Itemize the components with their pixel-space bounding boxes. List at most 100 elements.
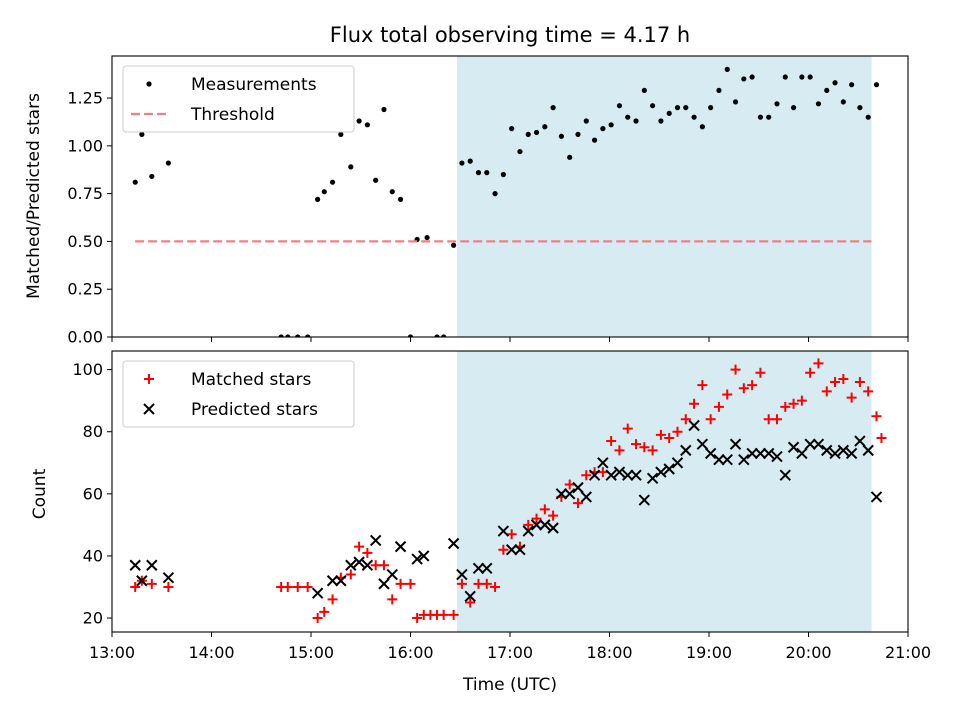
- data-point: [591, 137, 598, 143]
- data-point: [539, 519, 551, 531]
- data-point: [631, 439, 642, 450]
- data-point: [722, 389, 733, 400]
- data-point: [329, 179, 336, 185]
- data-point: [353, 556, 365, 568]
- data-point: [716, 87, 722, 94]
- x-tick-label: 20:00: [785, 643, 831, 662]
- data-point: [362, 547, 373, 558]
- data-point: [796, 395, 807, 406]
- data-point: [407, 334, 414, 337]
- data-point: [542, 124, 548, 130]
- plot-area: [132, 66, 880, 337]
- data-point: [278, 334, 284, 337]
- y-tick-label: 0.75: [67, 184, 103, 203]
- data-point: [572, 481, 584, 494]
- data-point: [397, 196, 404, 202]
- y-tick-label: 1.00: [67, 136, 103, 155]
- data-point: [514, 544, 526, 556]
- data-point: [378, 560, 389, 571]
- data-point: [456, 578, 467, 589]
- data-point: [821, 386, 832, 397]
- data-point: [838, 373, 849, 384]
- data-point: [451, 242, 457, 248]
- data-point: [865, 114, 871, 120]
- observing-window-shading: [456, 56, 872, 337]
- data-point: [804, 438, 816, 450]
- flux-ratio-panel: 0.00 0.25 0.50 0.75 1.00 1.25 Measurements Thre…: [67, 55, 909, 347]
- data-point: [539, 504, 550, 515]
- data-point: [732, 99, 739, 105]
- data-point: [472, 562, 485, 575]
- data-point: [614, 445, 625, 456]
- data-point: [646, 472, 659, 485]
- data-point: [282, 581, 293, 592]
- data-point: [691, 114, 697, 120]
- data-point: [729, 438, 742, 450]
- data-point: [713, 401, 724, 412]
- data-point: [163, 581, 174, 592]
- data-point: [146, 578, 157, 589]
- data-point: [705, 414, 716, 425]
- data-point: [830, 377, 841, 388]
- data-point: [597, 457, 609, 469]
- data-point: [832, 80, 838, 86]
- data-point: [492, 191, 498, 197]
- data-point: [364, 122, 370, 128]
- legend-swatch: [144, 374, 154, 384]
- legend-label: Predicted stars: [191, 400, 318, 420]
- legend-label: Matched stars: [191, 370, 311, 390]
- data-point: [796, 447, 808, 460]
- data-point: [321, 189, 327, 195]
- data-point: [548, 510, 559, 521]
- data-point: [845, 447, 858, 460]
- data-point: [394, 540, 407, 553]
- x-tick-label: 15:00: [288, 643, 334, 662]
- data-point: [762, 447, 775, 460]
- data-point: [523, 519, 534, 530]
- data-point: [533, 129, 540, 136]
- legend: Measurements Threshold: [122, 65, 355, 133]
- legend-swatch: [143, 403, 155, 415]
- data-point: [481, 562, 493, 575]
- data-point: [747, 380, 758, 391]
- data-point: [655, 429, 666, 440]
- x-tick-label: 19:00: [686, 643, 732, 662]
- x-tick-label: 13:00: [89, 643, 135, 662]
- data-point: [625, 114, 631, 120]
- data-point: [771, 414, 782, 425]
- data-point: [517, 148, 523, 155]
- x-tick-label: 17:00: [487, 643, 533, 662]
- data-point: [441, 334, 447, 337]
- data-point: [315, 196, 321, 202]
- data-point: [766, 114, 772, 120]
- data-point: [302, 581, 313, 592]
- data-point: [837, 444, 850, 457]
- data-point: [575, 131, 581, 137]
- data-point: [683, 105, 689, 111]
- data-point: [805, 367, 816, 378]
- data-point: [305, 334, 311, 337]
- data-point: [606, 436, 617, 447]
- data-point: [327, 594, 338, 605]
- data-point: [356, 118, 362, 124]
- data-point: [438, 609, 449, 620]
- data-point: [857, 105, 863, 111]
- data-point: [597, 467, 608, 478]
- data-point: [696, 438, 709, 450]
- y-tick-label: 1.25: [67, 89, 103, 108]
- data-point: [641, 87, 647, 94]
- data-point: [311, 587, 324, 599]
- data-point: [730, 364, 741, 375]
- data-point: [633, 118, 639, 124]
- legend: Matched stars Predicted stars: [122, 360, 355, 428]
- data-point: [490, 581, 501, 592]
- data-point: [132, 179, 138, 185]
- data-point: [405, 578, 416, 589]
- data-point: [373, 177, 379, 183]
- data-point: [824, 87, 830, 94]
- data-point: [369, 534, 382, 547]
- data-point: [354, 541, 365, 552]
- data-point: [721, 453, 733, 466]
- data-point: [550, 105, 556, 111]
- data-point: [292, 581, 303, 592]
